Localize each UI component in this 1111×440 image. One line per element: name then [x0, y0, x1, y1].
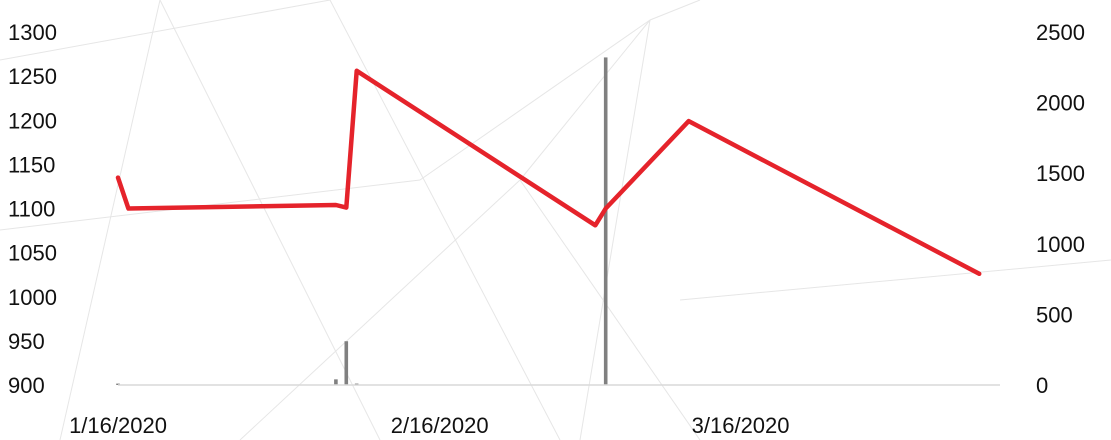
y-tick-label: 1000 — [8, 285, 57, 310]
y-tick-label: 900 — [8, 373, 45, 398]
y2-tick-label: 500 — [1036, 302, 1073, 327]
y2-tick-label: 0 — [1036, 373, 1048, 398]
volume-bars — [116, 57, 608, 385]
price-line — [115, 68, 982, 277]
y2-tick-label: 1500 — [1036, 161, 1085, 186]
y-tick-label: 1050 — [8, 241, 57, 266]
x-axis: 1/16/2020 2/16/2020 3/16/2020 — [69, 413, 789, 438]
y2-tick-label: 2500 — [1036, 20, 1085, 45]
volume-bar-2 — [334, 379, 338, 385]
volume-bar-5 — [603, 57, 608, 385]
y-axis-left: 900 950 1000 1050 1100 1150 1200 1250 1300 — [8, 20, 57, 398]
y-axis-right: 0 500 1000 1500 2000 2500 — [1036, 20, 1085, 398]
y-tick-label: 1250 — [8, 64, 57, 89]
volume-bar-3 — [344, 341, 349, 385]
y-tick-label: 1300 — [8, 20, 57, 45]
x-tick-label: 1/16/2020 — [69, 413, 167, 438]
y-tick-label: 950 — [8, 329, 45, 354]
y-tick-label: 1200 — [8, 108, 57, 133]
y-tick-label: 1100 — [8, 197, 55, 222]
x-tick-label: 2/16/2020 — [391, 413, 489, 438]
x-tick-label: 3/16/2020 — [692, 413, 790, 438]
y-tick-label: 1150 — [8, 152, 55, 177]
price-line-group — [115, 68, 982, 277]
y2-tick-label: 1000 — [1036, 232, 1085, 257]
y2-tick-label: 2000 — [1036, 91, 1085, 116]
